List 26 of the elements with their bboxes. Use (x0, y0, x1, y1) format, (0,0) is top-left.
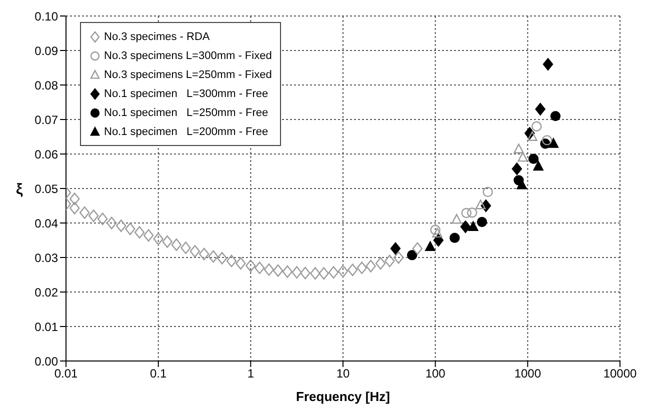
x-tick-label: 10 (336, 366, 350, 381)
legend-label: No.3 specimens L=250mm - Fixed (104, 68, 272, 80)
x-tick-label: 1000 (514, 366, 542, 381)
y-tick-label: 0.10 (34, 9, 58, 24)
x-axis-title: Frequency [Hz] (296, 389, 390, 404)
x-tick-label: 0.1 (150, 366, 167, 381)
legend-label: No.1 specimen L=200mm - Free (104, 126, 268, 138)
y-tick-label: 0.04 (34, 216, 58, 230)
y-tick-label: 0.08 (34, 78, 58, 92)
y-tick-label: 0.05 (34, 182, 58, 196)
legend-label: No.3 specimes - RDA (104, 30, 210, 42)
y-axis-title: ξ (16, 180, 23, 198)
y-tick-label: 0.06 (34, 147, 58, 162)
y-tick-label: 0.09 (34, 44, 58, 58)
x-tick-label: 100 (425, 366, 446, 381)
y-tick-label: 0.07 (34, 112, 58, 127)
y-tick-label: 0.02 (34, 285, 58, 300)
legend-label: No.3 specimens L=300mm - Fixed (104, 50, 272, 62)
x-tick-label: 1 (247, 366, 254, 381)
x-tick-label: 10000 (603, 366, 638, 381)
y-tick-label: 0.01 (34, 320, 58, 334)
legend-label: No.1 specimen L=300mm - Free (104, 88, 268, 100)
legend-label: No.1 specimen L=250mm - Free (104, 106, 268, 118)
y-tick-label: 0.03 (34, 250, 58, 265)
x-tick-label: 0.01 (54, 366, 78, 381)
y-tick-label: 0.00 (34, 354, 58, 368)
